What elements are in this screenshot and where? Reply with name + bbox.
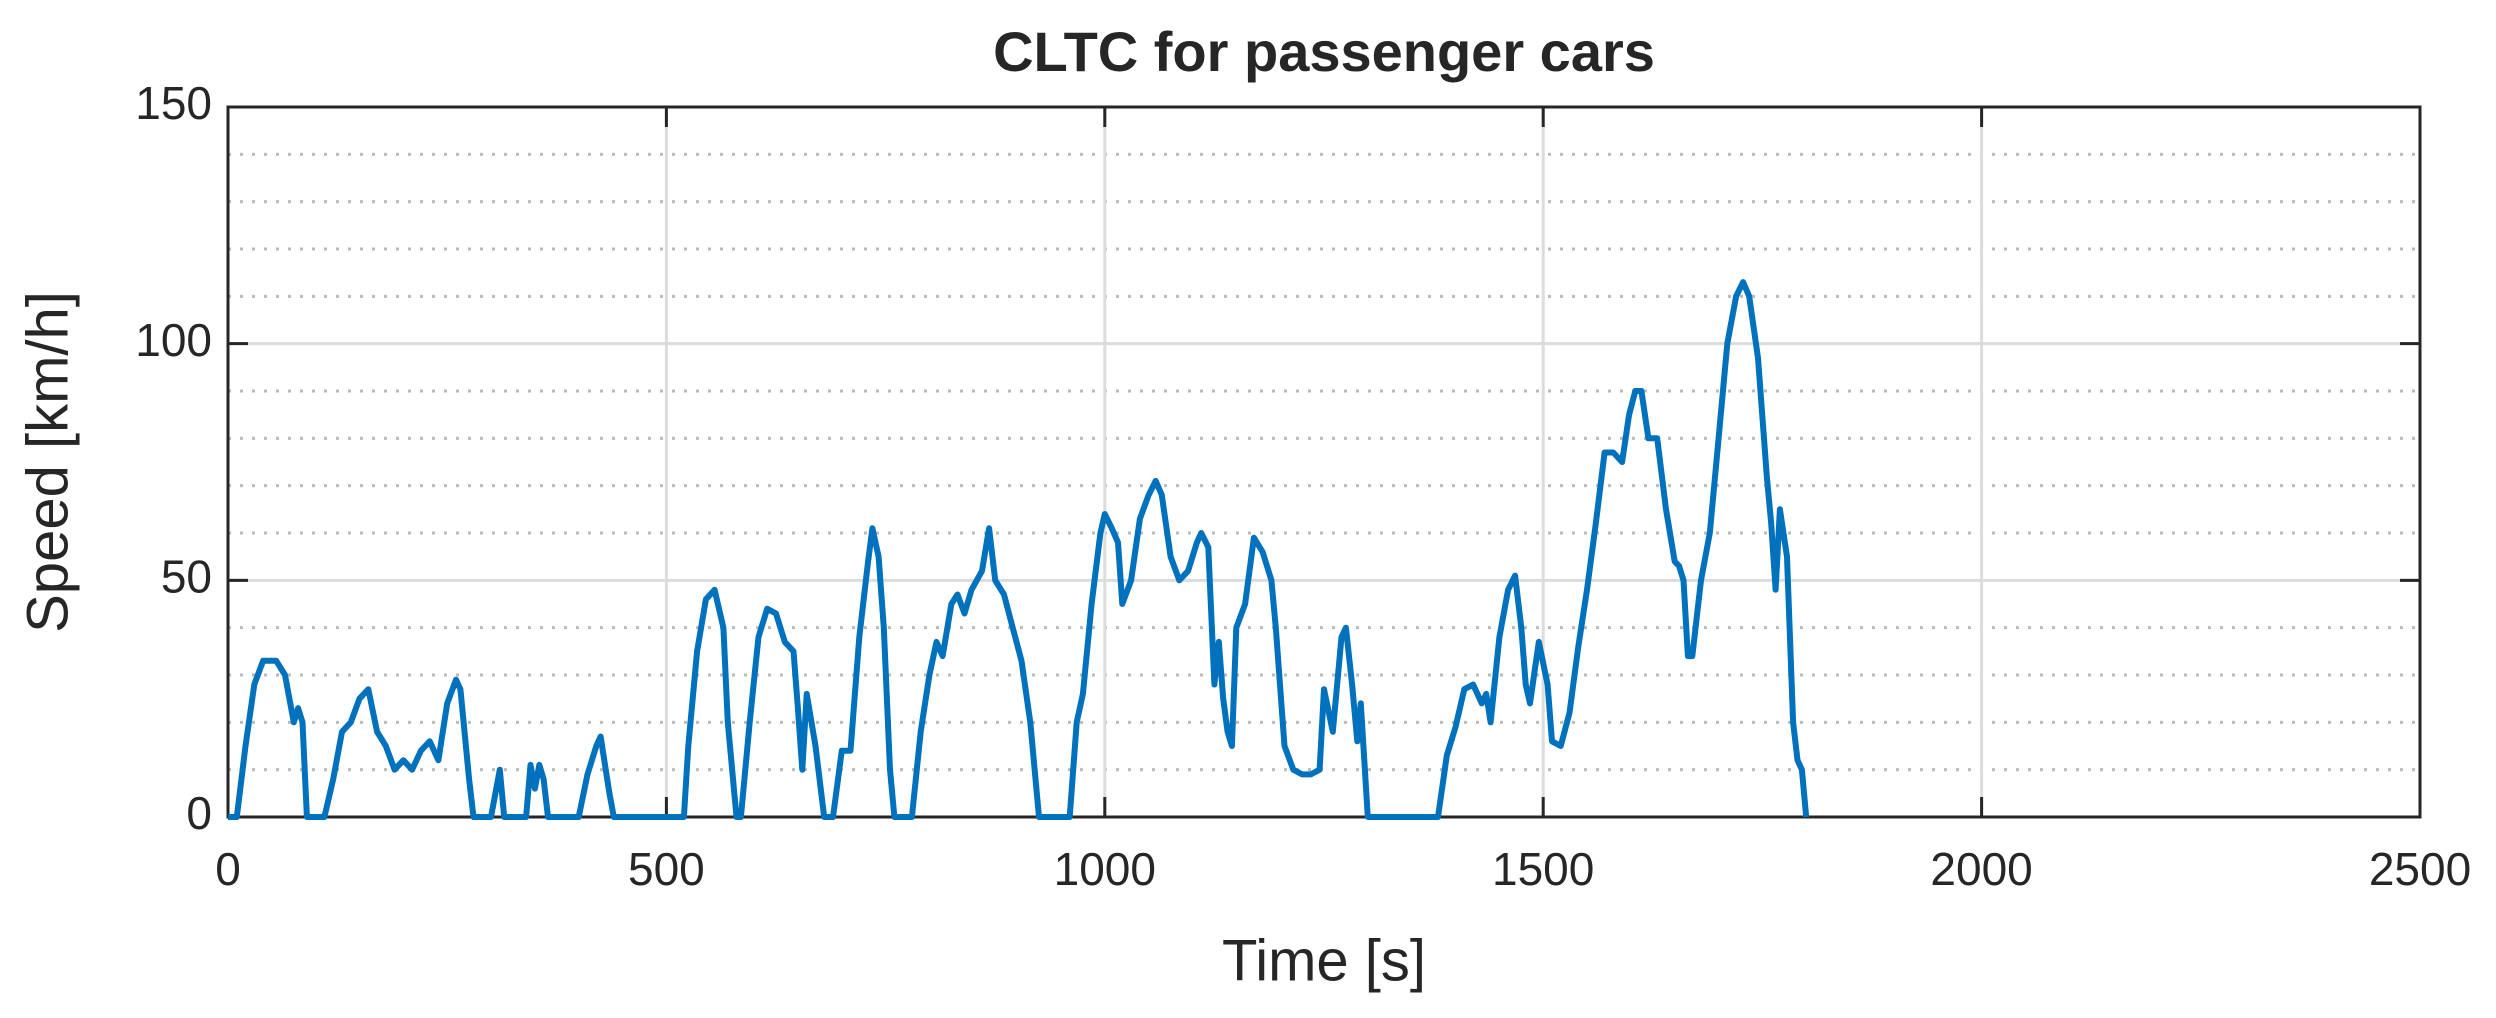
y-tick-label: 0 [186,787,212,839]
x-tick-label: 2500 [2369,843,2471,895]
x-tick-label: 1500 [1492,843,1594,895]
line-series [228,279,1810,820]
chart-title: CLTC for passenger cars [993,20,1655,83]
x-tick-label: 1000 [1054,843,1156,895]
plot-frame [226,105,2422,819]
y-tick-label: 150 [135,77,212,129]
x-tick-label: 2000 [1930,843,2032,895]
x-tick-label: 500 [628,843,705,895]
y-tick-label: 100 [135,314,212,366]
y-axis-label: Speed [km/h] [15,291,80,633]
y-tick-label: 50 [161,550,212,602]
x-axis-label: Time [s] [1222,928,1426,993]
x-tick-label: 0 [215,843,241,895]
